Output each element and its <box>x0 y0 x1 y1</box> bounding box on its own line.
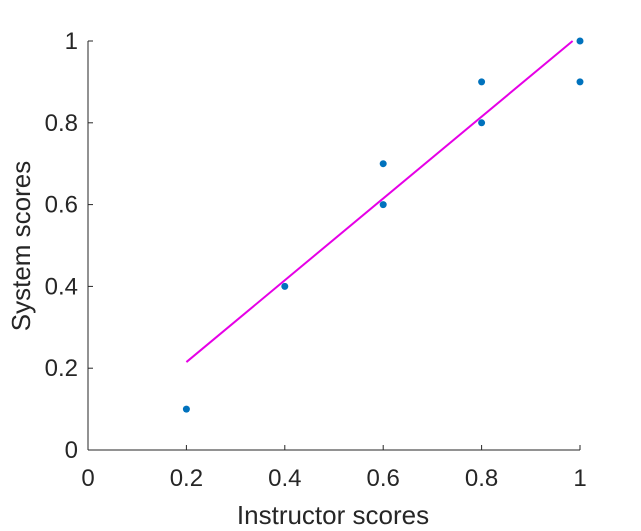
y-tick-label: 0.6 <box>45 192 78 219</box>
x-tick-label: 0.8 <box>465 465 498 492</box>
data-point <box>478 119 486 127</box>
x-axis-label: Instructor scores <box>237 500 429 530</box>
y-axis-label: System scores <box>6 161 36 332</box>
points-layer <box>182 37 584 413</box>
data-point <box>478 78 486 86</box>
data-point <box>576 78 584 86</box>
data-point <box>379 201 387 209</box>
x-tick-label: 0.4 <box>268 465 301 492</box>
x-tick-label: 0.6 <box>367 465 400 492</box>
fit-line <box>185 40 574 363</box>
y-tick-label: 0.8 <box>45 110 78 137</box>
y-tick-label: 0 <box>65 437 78 464</box>
data-point <box>379 160 387 168</box>
ticks: 0 0.2 0.4 0.6 0.8 1 0 0.2 0.4 0.6 0.8 1 <box>45 28 587 492</box>
x-tick-label: 0 <box>81 465 94 492</box>
data-point <box>576 37 584 45</box>
x-tick-label: 1 <box>573 465 586 492</box>
data-point <box>182 405 190 413</box>
y-tick-label: 0.2 <box>45 355 78 382</box>
axes <box>87 41 580 451</box>
fit-line-layer <box>185 40 574 363</box>
y-tick-label: 1 <box>65 28 78 55</box>
data-point <box>281 282 289 290</box>
x-tick-label: 0.2 <box>170 465 203 492</box>
y-tick-label: 0.4 <box>45 273 78 300</box>
